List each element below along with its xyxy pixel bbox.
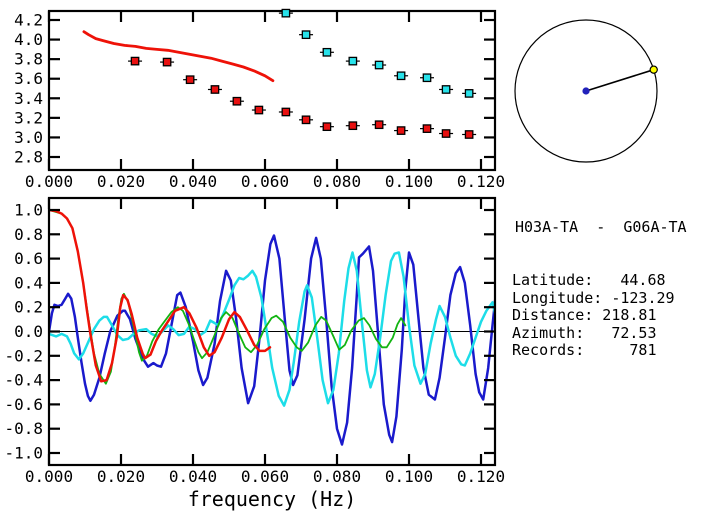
- square-marker: [254, 105, 264, 115]
- center-station-dot: [582, 87, 590, 95]
- x-tick-label: 0.000: [25, 172, 73, 191]
- y-tick-label: 3.4: [14, 89, 43, 108]
- square-marker: [162, 57, 172, 67]
- y-tick-label: 0.8: [14, 225, 43, 244]
- dispersion-curves: [82, 30, 275, 83]
- y-tick-label: 0.6: [14, 249, 43, 268]
- y-tick-label: 1.0: [14, 201, 43, 220]
- square-marker: [422, 73, 432, 83]
- square-marker: [464, 130, 474, 139]
- distance-circle: [514, 19, 658, 163]
- square-marker: [210, 85, 220, 94]
- info-row-value: -123.29: [602, 288, 675, 307]
- info-row-label: Distance:: [512, 306, 594, 325]
- square-marker: [441, 129, 451, 138]
- x-tick-label: 0.080: [313, 172, 361, 191]
- y-tick-label: 4.0: [14, 30, 43, 49]
- dispersion-model-dispersion-curve: [82, 30, 275, 83]
- square-marker: [232, 96, 242, 106]
- square-marker: [464, 89, 474, 98]
- info-row-value: 44.68: [593, 270, 666, 289]
- info-row: Latitude: 44.68: [512, 270, 704, 290]
- info-row-label: Longitude:: [512, 288, 603, 307]
- square-marker: [422, 124, 432, 133]
- x-tick-label: 0.120: [457, 467, 505, 486]
- info-row-value: 781: [584, 341, 657, 360]
- y-tick-label: 4.2: [14, 11, 43, 30]
- waveforms-correlation-red: [49, 208, 272, 383]
- square-marker: [396, 126, 406, 135]
- waveforms-correlation-blue: [49, 234, 495, 446]
- square-marker: [301, 30, 311, 40]
- remote-station-dot: [649, 65, 658, 74]
- y-tick-label: 0.4: [14, 273, 43, 292]
- square-marker: [396, 71, 406, 81]
- y-tick-label: 3.6: [14, 69, 43, 88]
- square-marker: [322, 122, 332, 132]
- y-tick-label: -0.6: [4, 395, 43, 414]
- square-marker: [348, 121, 358, 131]
- square-marker: [374, 60, 384, 70]
- dispersion-border: [47, 9, 497, 172]
- x-tick-label: 0.040: [169, 467, 217, 486]
- azimuth-diagram: [514, 19, 658, 163]
- x-tick-label: 0.020: [97, 467, 145, 486]
- info-row: Longitude: -123.29: [512, 288, 704, 308]
- azimuth-line: [585, 68, 654, 92]
- x-axis-label: frequency (Hz): [188, 487, 357, 511]
- info-row: Records: 781: [512, 342, 704, 360]
- x-tick-label: 0.040: [169, 172, 217, 191]
- x-tick-label: 0.060: [241, 172, 289, 191]
- square-marker: [281, 107, 291, 117]
- station-pair-title: H03A-TA - G06A-TA: [515, 218, 687, 237]
- y-tick-label: 3.8: [14, 50, 43, 69]
- y-tick-label: -0.2: [4, 346, 43, 365]
- square-marker: [185, 75, 195, 85]
- y-tick-label: 3.2: [14, 108, 43, 127]
- info-row-value: 72.53: [584, 323, 657, 342]
- x-tick-label: 0.000: [25, 467, 73, 486]
- waveforms-correlation-cyan: [49, 251, 495, 407]
- x-tick-label: 0.060: [241, 467, 289, 486]
- y-tick-label: -1.0: [4, 444, 43, 463]
- x-tick-label: 0.080: [313, 467, 361, 486]
- square-marker: [322, 47, 332, 57]
- station-info-rows: Latitude: 44.68 Longitude: -123.29 Distanc…: [512, 270, 704, 360]
- square-marker: [301, 115, 311, 125]
- waveform-correlation-plot: 0.000 0.020 0.040 0.060 0.080 0.100 0.120 1.0 0.…: [4, 196, 505, 511]
- square-marker: [281, 8, 291, 18]
- y-tick-label: 3.0: [14, 128, 43, 147]
- info-row-value: 218.81: [593, 306, 657, 325]
- info-row-label: Latitude:: [512, 270, 594, 289]
- info-row-label: Azimuth:: [512, 323, 585, 342]
- y-tick-label: 0.2: [14, 298, 43, 317]
- y-tick-label: 2.8: [14, 148, 43, 167]
- waveforms-curves: [49, 208, 495, 446]
- station-info-panel: H03A-TA - G06A-TA Latitude: 44.68 Longitu…: [512, 184, 704, 395]
- square-marker: [348, 56, 358, 66]
- square-marker: [374, 120, 384, 130]
- y-tick-label: 0.0: [14, 322, 43, 341]
- square-marker: [130, 56, 140, 66]
- dispersion-group-velocity-measurements: [128, 56, 477, 139]
- x-tick-label: 0.120: [457, 172, 505, 191]
- info-row: Azimuth: 72.53: [512, 323, 704, 343]
- info-row-label: Records:: [512, 341, 585, 360]
- square-marker: [441, 85, 451, 94]
- dispersion-velocity-plot: 0.000 0.020 0.040 0.060 0.080 0.100 0.1202.83.…: [14, 8, 505, 191]
- y-tick-label: -0.8: [4, 419, 43, 438]
- x-tick-label: 0.100: [385, 172, 433, 191]
- x-tick-label: 0.020: [97, 172, 145, 191]
- dispersion-phase-velocity-measurements: [278, 8, 477, 98]
- x-tick-label: 0.100: [385, 467, 433, 486]
- y-tick-label: -0.4: [4, 371, 43, 390]
- info-row: Distance: 218.81: [512, 306, 704, 325]
